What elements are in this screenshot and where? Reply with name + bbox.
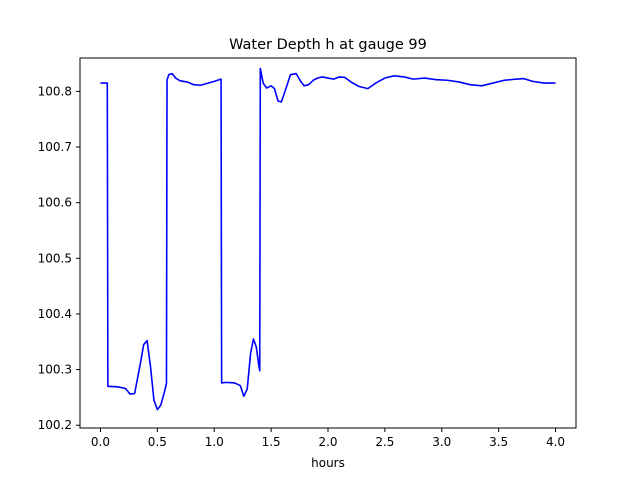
y-tick-label: 100.2 bbox=[38, 418, 72, 432]
y-tick-label: 100.7 bbox=[38, 140, 72, 154]
y-axis-ticks: 100.2 100.3 100.4 100.5 100.6 100.7 100.8 bbox=[38, 84, 80, 432]
y-tick-label: 100.6 bbox=[38, 196, 72, 210]
x-tick-label: 2.5 bbox=[375, 435, 394, 449]
axes-frame bbox=[79, 57, 577, 429]
x-axis-label: hours bbox=[311, 456, 345, 470]
x-tick-label: 0.5 bbox=[148, 435, 167, 449]
x-tick-label: 3.0 bbox=[432, 435, 451, 449]
x-tick-label: 0.0 bbox=[91, 435, 110, 449]
x-tick-label: 4.0 bbox=[546, 435, 565, 449]
x-tick-label: 3.5 bbox=[489, 435, 508, 449]
x-axis-ticks: 0.0 0.5 1.0 1.5 2.0 2.5 3.0 3.5 4.0 bbox=[91, 428, 565, 449]
series-line-0 bbox=[100, 67, 556, 411]
y-tick-label: 100.5 bbox=[38, 251, 72, 265]
y-tick-label: 100.8 bbox=[38, 84, 72, 98]
y-tick-label: 100.3 bbox=[38, 363, 72, 377]
x-tick-label: 1.5 bbox=[262, 435, 281, 449]
chart-title: Water Depth h at gauge 99 bbox=[229, 37, 427, 53]
x-tick-label: 2.0 bbox=[318, 435, 337, 449]
plot-area bbox=[100, 67, 556, 411]
y-tick-label: 100.4 bbox=[38, 307, 72, 321]
x-tick-label: 1.0 bbox=[205, 435, 224, 449]
